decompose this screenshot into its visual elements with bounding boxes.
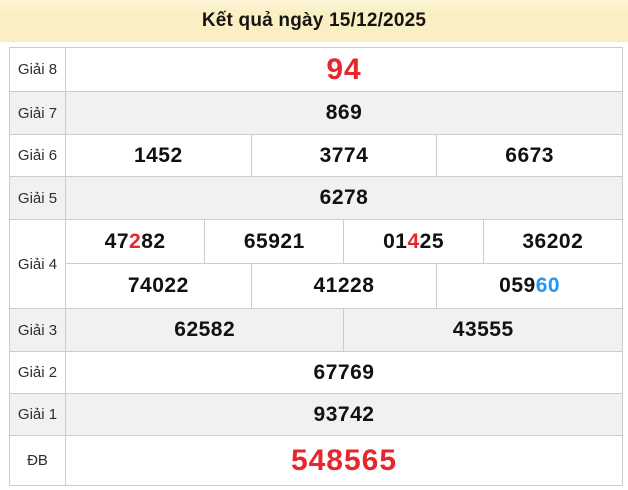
prize-digit-segment: 2	[129, 229, 142, 253]
prize-label: Giải 4	[9, 219, 66, 309]
prize-digit-segment: 67769	[313, 360, 375, 384]
prize-value: 94	[65, 47, 623, 92]
prize-row: Giải 5 6278	[9, 176, 623, 220]
prize-digit-segment: 47	[104, 229, 130, 253]
prize-digit-segment: 25	[419, 229, 444, 253]
prize-value: 36202	[482, 219, 624, 264]
prize-digit-segment: 01	[383, 229, 408, 253]
prize-row: ĐB 548565	[9, 435, 623, 486]
prize-value: 6673	[436, 134, 623, 177]
prize-digit-segment: 1452	[133, 143, 183, 167]
prize-digit-segment: 548565	[290, 443, 398, 477]
prize-row: Giải 1 93742	[9, 393, 623, 436]
prize-label: Giải 7	[9, 91, 66, 135]
prize-value: 3774	[250, 134, 438, 177]
prize-label: Giải 1	[9, 393, 66, 436]
prize-digit-segment: 4	[407, 229, 420, 253]
prize-label: Giải 5	[9, 176, 66, 220]
prize-digit-segment: 059	[499, 274, 536, 297]
prize-row: Giải 4 47282 65921 01425 36202	[9, 219, 624, 309]
prize-row: Giải 2 67769	[9, 351, 623, 394]
prize-digit-segment: 94	[326, 52, 362, 86]
prize-label: ĐB	[9, 435, 66, 486]
prize-value: 93742	[65, 393, 623, 436]
prize-digit-segment: 36202	[522, 229, 584, 253]
prize-label: Giải 3	[9, 308, 66, 352]
prize-value: 1452	[65, 134, 252, 177]
prize-value: 62582	[64, 308, 345, 352]
prize-value: 01425	[343, 219, 484, 264]
prize-digit-segment: 41228	[313, 274, 375, 297]
prize-digit-segment: 6673	[505, 143, 554, 167]
page-header: Kết quả ngày 15/12/2025	[0, 0, 628, 42]
prize-value: 05960	[436, 263, 623, 309]
results-table-body: Giải 8 94 Giải 7 869 Giải 6 1452 3774 6673 Giải …	[9, 47, 624, 486]
prize-digit-segment: 6278	[319, 186, 369, 209]
prize-value: 67769	[65, 351, 623, 394]
results-table: Giải 8 94 Giải 7 869 Giải 6 1452 3774 6673 Giải …	[9, 47, 624, 486]
results-table-container: Giải 8 94 Giải 7 869 Giải 6 1452 3774 6673 Giải …	[9, 47, 628, 486]
prize-label: Giải 8	[9, 47, 66, 92]
prize-digit-segment: 65921	[243, 229, 305, 253]
prize-value: 74022	[65, 263, 252, 309]
prize-value: 65921	[204, 219, 345, 264]
prize-value: 41228	[250, 263, 438, 309]
prize-digit-segment: 3774	[319, 143, 369, 167]
prize-row: Giải 3 62582 43555	[9, 308, 623, 352]
prize-digit-segment: 93742	[313, 402, 375, 426]
prize-digit-segment: 43555	[452, 318, 514, 341]
prize-value: 869	[65, 91, 623, 135]
page-title: Kết quả ngày 15/12/2025	[201, 10, 427, 31]
prize-value: 6278	[65, 176, 623, 220]
prize-value: 548565	[65, 435, 623, 486]
prize-value: 43555	[343, 308, 623, 352]
prize-digit-segment: 62582	[174, 318, 236, 341]
prize-digit-segment: 869	[325, 101, 363, 124]
prize-row: Giải 8 94	[9, 47, 623, 92]
prize-row: Giải 6 1452 3774 6673	[9, 134, 623, 177]
prize-digit-segment: 74022	[127, 274, 189, 297]
prize-row: Giải 7 869	[9, 91, 623, 135]
prize-digit-segment: 60	[535, 274, 561, 297]
prize-digit-segment: 82	[141, 229, 166, 253]
prize-label: Giải 2	[9, 351, 66, 394]
prize-value: 47282	[64, 219, 206, 264]
prize-row: 74022 41228 05960	[10, 263, 623, 309]
prize-label: Giải 6	[9, 134, 66, 177]
